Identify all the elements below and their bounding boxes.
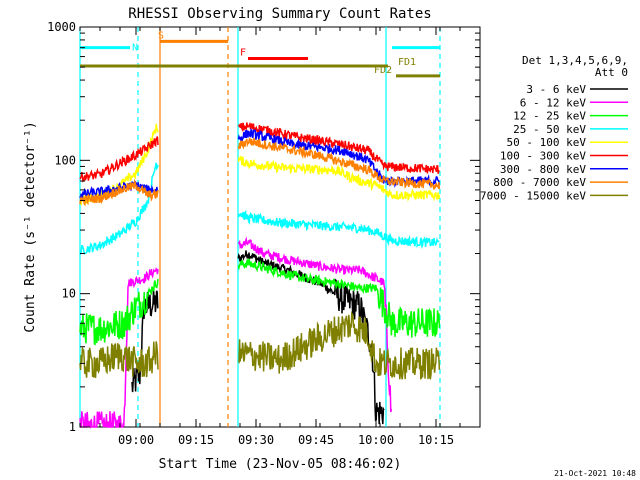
legend-label-0: 3 - 6 keV [526, 83, 586, 96]
x-tick-label-0: 09:00 [118, 433, 154, 447]
axes: 1 10 100 1000 09:00 09:15 09:30 09:45 10:00 10:15 [47, 20, 481, 447]
legend-label-1: 6 - 12 keV [520, 96, 587, 109]
series-line-1 [79, 236, 393, 429]
legend-header-1: Det 1,3,4,5,6,9, [522, 54, 628, 67]
legend-label-5: 100 - 300 keV [500, 150, 586, 163]
y-axis-label: Count Rate (s⁻¹ detector⁻¹) [23, 121, 38, 332]
x-tick-label-2: 09:30 [238, 433, 274, 447]
flag-label-fd1: FD1 [398, 57, 416, 68]
flag-label-f: F [240, 48, 246, 59]
legend-label-2: 12 - 25 keV [513, 110, 586, 123]
x-tick-label-5: 10:15 [418, 433, 454, 447]
chart-title: RHESSI Observing Summary Count Rates [128, 6, 431, 22]
series-line-7 [79, 137, 441, 207]
y-tick-label-1: 10 [62, 287, 76, 301]
x-tick-label-1: 09:15 [178, 433, 214, 447]
series-line-2 [79, 258, 441, 346]
legend-label-4: 50 - 100 keV [507, 136, 587, 149]
footer-timestamp: 21-Oct-2021 10:48 [554, 469, 636, 478]
series-line-8 [79, 310, 441, 380]
flag-label-n: N [132, 43, 138, 54]
series-line-0 [131, 250, 385, 425]
legend-header-2: Att 0 [595, 66, 628, 79]
x-tick-label-4: 10:00 [358, 433, 394, 447]
y-tick-label-2: 100 [54, 153, 76, 167]
legend-label-6: 300 - 800 keV [500, 163, 586, 176]
y-tick-label-3: 1000 [47, 20, 76, 34]
legend-label-7: 800 - 7000 keV [493, 176, 586, 189]
series-line-5 [79, 121, 440, 183]
x-tick-label-3: 09:45 [298, 433, 334, 447]
flag-label-fd2: FD2 [374, 65, 392, 76]
x-axis-label: Start Time (23-Nov-05 08:46:02) [159, 457, 402, 472]
legend-label-8: 7000 - 15000 keV [480, 189, 586, 202]
flag-label-s: S [158, 30, 164, 41]
series-layer [79, 121, 441, 429]
series-line-3 [79, 162, 440, 256]
y-tick-label-0: 1 [69, 420, 76, 434]
flag-bars: N S F FD1 FD2 [80, 30, 440, 78]
vertical-markers [79, 27, 441, 427]
legend-label-3: 25 - 50 keV [513, 123, 586, 136]
